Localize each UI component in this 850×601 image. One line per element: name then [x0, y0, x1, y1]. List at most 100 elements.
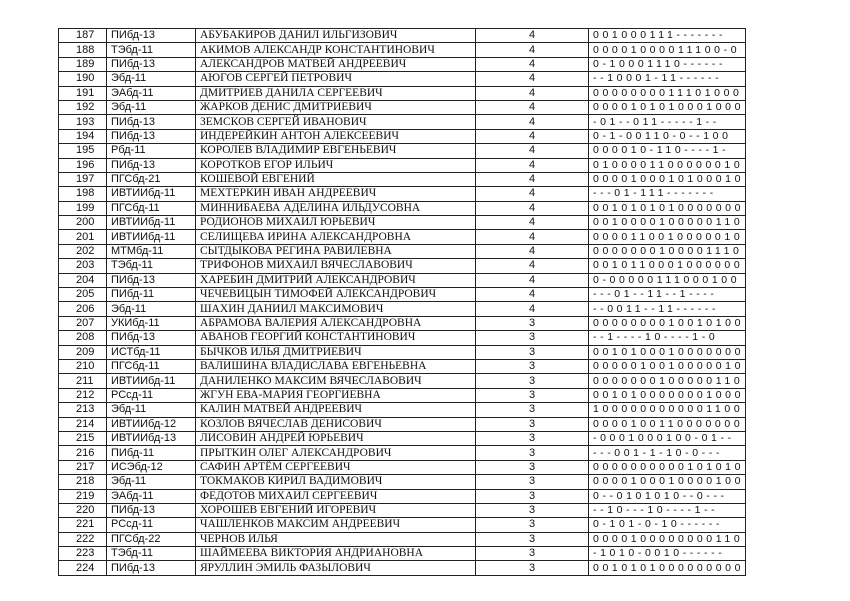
cell-pat: 0000101010001000: [588, 99, 746, 116]
cell-pat: 0-1-00110-0--100: [588, 128, 746, 145]
cell-group: ПИбд-13: [106, 56, 196, 73]
table-row: 217 ИСЭбд-12 САФИН АРТЁМ СЕРГЕЕВИЧ 3 0000000…: [58, 459, 746, 476]
cell-score: 3: [475, 474, 589, 490]
cell-score: 4: [475, 186, 589, 202]
table-row: 214 ИВТИИбд-12 КОЗЛОВ ВЯЧЕСЛАВ ДЕНИСОВИЧ 3 0…: [58, 416, 746, 432]
cell-score: 4: [475, 229, 589, 245]
cell-pat: --0011--11------: [588, 301, 746, 317]
cell-name: МИННИБАЕВА АДЕЛИНА ИЛЬДУСОВНА: [195, 200, 476, 217]
cell-num: 208: [58, 330, 107, 346]
cell-num: 187: [58, 27, 107, 44]
cell-num: 194: [58, 128, 107, 145]
cell-name: АКИМОВ АЛЕКСАНДР КОНСТАНТИНОВИЧ: [195, 42, 476, 58]
cell-group: Эбд-11: [106, 71, 196, 87]
table-row: 224 ПИбд-13 ЯРУЛЛИН ЭМИЛЬ ФАЗЫЛОВИЧ 3 001010…: [58, 560, 746, 576]
cell-pat: ---001-1-10-0---: [588, 445, 746, 461]
cell-score: 4: [475, 27, 589, 44]
table-row: 205 ПИбд-11 ЧЕЧЕВИЦЫН ТИМОФЕЙ АЛЕКСАНДРОВИ…: [58, 287, 746, 303]
cell-num: 196: [58, 157, 107, 173]
cell-score: 4: [475, 272, 589, 289]
table-row: 210 ПГСбд-11 ВАЛИШИНА ВЛАДИСЛАВА ЕВГЕНЬЕВН…: [58, 358, 746, 375]
cell-name: ЧАШЛЕНКОВ МАКСИМ АНДРЕЕВИЧ: [195, 517, 476, 533]
cell-group: ПИбд-13: [106, 114, 196, 130]
table-row: 222 ПГСбд-22 ЧЕРНОВ ИЛЬЯ 3 0000100000000110: [58, 531, 746, 548]
cell-group: ПИбд-13: [106, 560, 196, 576]
table-row: 191 ЭАбд-11 ДМИТРИЕВ ДАНИЛА СЕРГЕЕВИЧ 4 0000…: [58, 85, 746, 101]
cell-score: 4: [475, 200, 589, 217]
table-row: 215 ИВТИИбд-13 ЛИСОВИН АНДРЕЙ ЮРЬЕВИЧ 3 -000…: [58, 430, 746, 447]
cell-name: АБУБАКИРОВ ДАНИЛ ИЛЬГИЗОВИЧ: [195, 27, 476, 44]
table-row: 193 ПИбд-13 ЗЕМСКОВ СЕРГЕЙ ИВАНОВИЧ 4 -01--0…: [58, 114, 746, 130]
cell-num: 209: [58, 344, 107, 360]
cell-group: Эбд-11: [106, 301, 196, 317]
table-row: 197 ПГСбд-21 КОШЕВОЙ ЕВГЕНИЙ 4 0000100010100…: [58, 171, 746, 188]
cell-pat: 0000100110000000: [588, 416, 746, 432]
cell-name: ЛИСОВИН АНДРЕЙ ЮРЬЕВИЧ: [195, 430, 476, 447]
cell-pat: -0001000100-01--: [588, 430, 746, 447]
cell-group: ЭАбд-11: [106, 488, 196, 504]
table-row: 188 ТЭбд-11 АКИМОВ АЛЕКСАНДР КОНСТАНТИНОВИ…: [58, 42, 746, 58]
cell-pat: --10001-11------: [588, 71, 746, 87]
cell-name: ЗЕМСКОВ СЕРГЕЙ ИВАНОВИЧ: [195, 114, 476, 130]
cell-score: 3: [475, 445, 589, 461]
cell-name: АВАНОВ ГЕОРГИЙ КОНСТАНТИНОВИЧ: [195, 330, 476, 346]
cell-group: ИСЭбд-12: [106, 459, 196, 476]
cell-group: ТЭбд-11: [106, 258, 196, 274]
cell-num: 200: [58, 215, 107, 231]
table-row: 216 ПИбд-11 ПРЫТКИН ОЛЕГ АЛЕКСАНДРОВИЧ 3 ---…: [58, 445, 746, 461]
cell-pat: 0000000000101010: [588, 459, 746, 476]
cell-group: ПИбд-13: [106, 157, 196, 173]
cell-name: КОЗЛОВ ВЯЧЕСЛАВ ДЕНИСОВИЧ: [195, 416, 476, 432]
cell-group: ПГСбд-21: [106, 171, 196, 188]
cell-name: КОРОЛЕВ ВЛАДИМИР ЕВГЕНЬЕВИЧ: [195, 143, 476, 159]
cell-pat: 0000000100000110: [588, 373, 746, 389]
cell-name: ШАЙМЕЕВА ВИКТОРИЯ АНДРИАНОВНА: [195, 546, 476, 562]
cell-name: ЧЕЧЕВИЦЫН ТИМОФЕЙ АЛЕКСАНДРОВИЧ: [195, 287, 476, 303]
cell-pat: 000010-110----1-: [588, 143, 746, 159]
cell-score: 4: [475, 171, 589, 188]
cell-num: 215: [58, 430, 107, 447]
cell-score: 3: [475, 502, 589, 519]
cell-name: ХОРОШЕВ ЕВГЕНИЙ ИГОРЕВИЧ: [195, 502, 476, 519]
cell-group: РСсд-11: [106, 387, 196, 404]
cell-group: МТМбд-11: [106, 243, 196, 260]
table-row: 218 Эбд-11 ТОКМАКОВ КИРИЛ ВАДИМОВИЧ 3 000010…: [58, 474, 746, 490]
table-row: 198 ИВТИИбд-11 МЕХТЕРКИН ИВАН АНДРЕЕВИЧ 4 --…: [58, 186, 746, 202]
cell-score: 3: [475, 344, 589, 360]
cell-num: 205: [58, 287, 107, 303]
cell-group: ИСТбд-11: [106, 344, 196, 360]
cell-score: 4: [475, 143, 589, 159]
cell-name: ТРИФОНОВ МИХАИЛ ВЯЧЕСЛАВОВИЧ: [195, 258, 476, 274]
cell-name: СЫТДЫКОВА РЕГИНА РАВИЛЕВНА: [195, 243, 476, 260]
table-row: 196 ПИбд-13 КОРОТКОВ ЕГОР ИЛЬИЧ 4 0100001100…: [58, 157, 746, 173]
cell-score: 3: [475, 402, 589, 418]
cell-pat: 0010100000001000: [588, 387, 746, 404]
cell-pat: 1000000000001100: [588, 402, 746, 418]
cell-score: 3: [475, 416, 589, 432]
cell-pat: 0--0101010--0---: [588, 488, 746, 504]
cell-num: 216: [58, 445, 107, 461]
cell-pat: 0000100000000110: [588, 531, 746, 548]
cell-group: Эбд-11: [106, 402, 196, 418]
cell-group: ПГСбд-11: [106, 358, 196, 375]
cell-score: 3: [475, 430, 589, 447]
cell-score: 4: [475, 42, 589, 58]
cell-num: 197: [58, 171, 107, 188]
table-row: 195 Рбд-11 КОРОЛЕВ ВЛАДИМИР ЕВГЕНЬЕВИЧ 4 000…: [58, 143, 746, 159]
cell-name: БЫЧКОВ ИЛЬЯ ДМИТРИЕВИЧ: [195, 344, 476, 360]
cell-score: 4: [475, 99, 589, 116]
cell-name: ПРЫТКИН ОЛЕГ АЛЕКСАНДРОВИЧ: [195, 445, 476, 461]
cell-group: ПИбд-13: [106, 272, 196, 289]
cell-score: 4: [475, 71, 589, 87]
cell-group: Рбд-11: [106, 143, 196, 159]
table-row: 211 ИВТИИбд-11 ДАНИЛЕНКО МАКСИМ ВЯЧЕСЛАВОВ…: [58, 373, 746, 389]
cell-num: 219: [58, 488, 107, 504]
cell-name: АБРАМОВА ВАЛЕРИЯ АЛЕКСАНДРОВНА: [195, 315, 476, 332]
cell-num: 222: [58, 531, 107, 548]
cell-score: 4: [475, 128, 589, 145]
cell-score: 3: [475, 358, 589, 375]
cell-group: ИВТИИбд-11: [106, 215, 196, 231]
cell-name: МЕХТЕРКИН ИВАН АНДРЕЕВИЧ: [195, 186, 476, 202]
cell-num: 212: [58, 387, 107, 404]
